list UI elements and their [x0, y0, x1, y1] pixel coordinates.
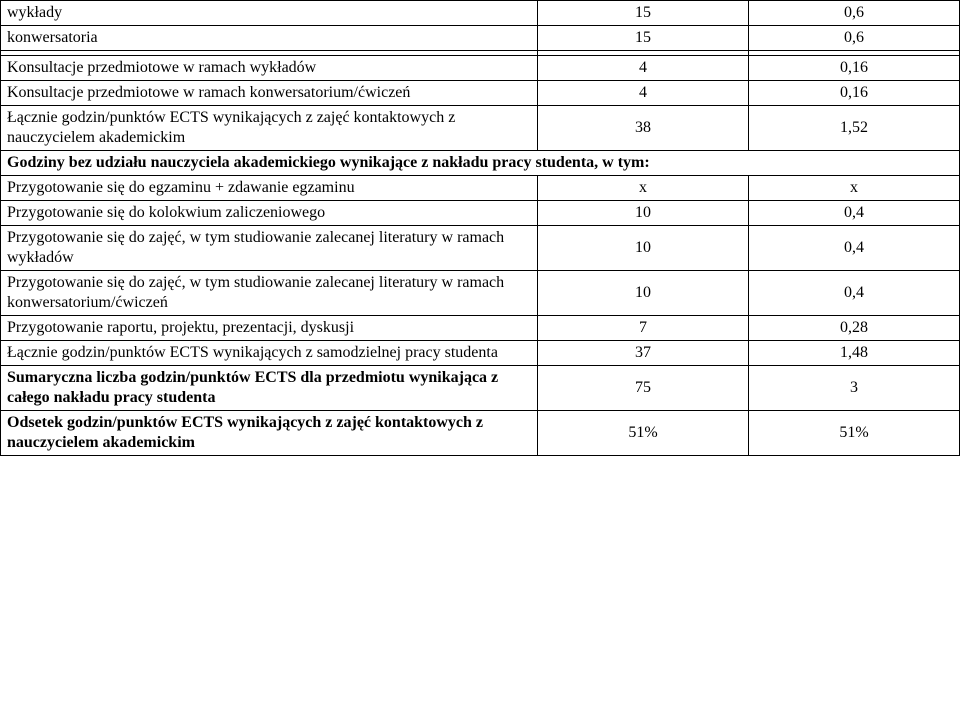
row-label: Przygotowanie się do zajęć, w tym studio… [1, 226, 538, 271]
row-value-2: 0,16 [749, 56, 960, 81]
row-value-1: 51% [538, 411, 749, 456]
row-value-2: 0,6 [749, 26, 960, 51]
row-value-2: 0,28 [749, 316, 960, 341]
row-value-1: 75 [538, 366, 749, 411]
row-value-1: 7 [538, 316, 749, 341]
row-label: Łącznie godzin/punktów ECTS wynikających… [1, 341, 538, 366]
table-row: konwersatoria 15 0,6 [1, 26, 960, 51]
table-row: Konsultacje przedmiotowe w ramach wykład… [1, 56, 960, 81]
row-label: konwersatoria [1, 26, 538, 51]
row-value-2: 0,4 [749, 226, 960, 271]
table-row: Odsetek godzin/punktów ECTS wynikających… [1, 411, 960, 456]
table-row: Łącznie godzin/punktów ECTS wynikających… [1, 106, 960, 151]
table-row: wykłady 15 0,6 [1, 1, 960, 26]
row-value-1: x [538, 176, 749, 201]
row-value-2: 0,4 [749, 271, 960, 316]
row-value-2: 1,48 [749, 341, 960, 366]
row-value-1: 4 [538, 56, 749, 81]
table-row: Konsultacje przedmiotowe w ramach konwer… [1, 81, 960, 106]
table-row: Łącznie godzin/punktów ECTS wynikających… [1, 341, 960, 366]
row-value-1: 4 [538, 81, 749, 106]
row-value-1: 38 [538, 106, 749, 151]
table-row: Przygotowanie się do egzaminu + zdawanie… [1, 176, 960, 201]
table-row: Przygotowanie się do zajęć, w tym studio… [1, 226, 960, 271]
row-value-2: 51% [749, 411, 960, 456]
row-value-1: 37 [538, 341, 749, 366]
table-row: Sumaryczna liczba godzin/punktów ECTS dl… [1, 366, 960, 411]
ects-table: wykłady 15 0,6 konwersatoria 15 0,6 Kons… [0, 0, 960, 456]
row-label: Konsultacje przedmiotowe w ramach wykład… [1, 56, 538, 81]
row-value-1: 10 [538, 201, 749, 226]
row-value-2: x [749, 176, 960, 201]
row-label: Sumaryczna liczba godzin/punktów ECTS dl… [1, 366, 538, 411]
row-value-2: 1,52 [749, 106, 960, 151]
row-value-2: 0,16 [749, 81, 960, 106]
row-value-2: 0,6 [749, 1, 960, 26]
section-header-label: Godziny bez udziału nauczyciela akademic… [1, 151, 960, 176]
table-row: Przygotowanie się do kolokwium zaliczeni… [1, 201, 960, 226]
row-value-1: 10 [538, 226, 749, 271]
section-header-row: Godziny bez udziału nauczyciela akademic… [1, 151, 960, 176]
row-label: wykłady [1, 1, 538, 26]
row-value-1: 15 [538, 26, 749, 51]
row-value-2: 0,4 [749, 201, 960, 226]
row-value-2: 3 [749, 366, 960, 411]
row-label: Przygotowanie się do kolokwium zaliczeni… [1, 201, 538, 226]
row-value-1: 15 [538, 1, 749, 26]
row-value-1: 10 [538, 271, 749, 316]
row-label: Przygotowanie się do egzaminu + zdawanie… [1, 176, 538, 201]
table-row: Przygotowanie się do zajęć, w tym studio… [1, 271, 960, 316]
row-label: Przygotowanie się do zajęć, w tym studio… [1, 271, 538, 316]
row-label: Konsultacje przedmiotowe w ramach konwer… [1, 81, 538, 106]
row-label: Przygotowanie raportu, projektu, prezent… [1, 316, 538, 341]
row-label: Odsetek godzin/punktów ECTS wynikających… [1, 411, 538, 456]
row-label: Łącznie godzin/punktów ECTS wynikających… [1, 106, 538, 151]
table-row: Przygotowanie raportu, projektu, prezent… [1, 316, 960, 341]
